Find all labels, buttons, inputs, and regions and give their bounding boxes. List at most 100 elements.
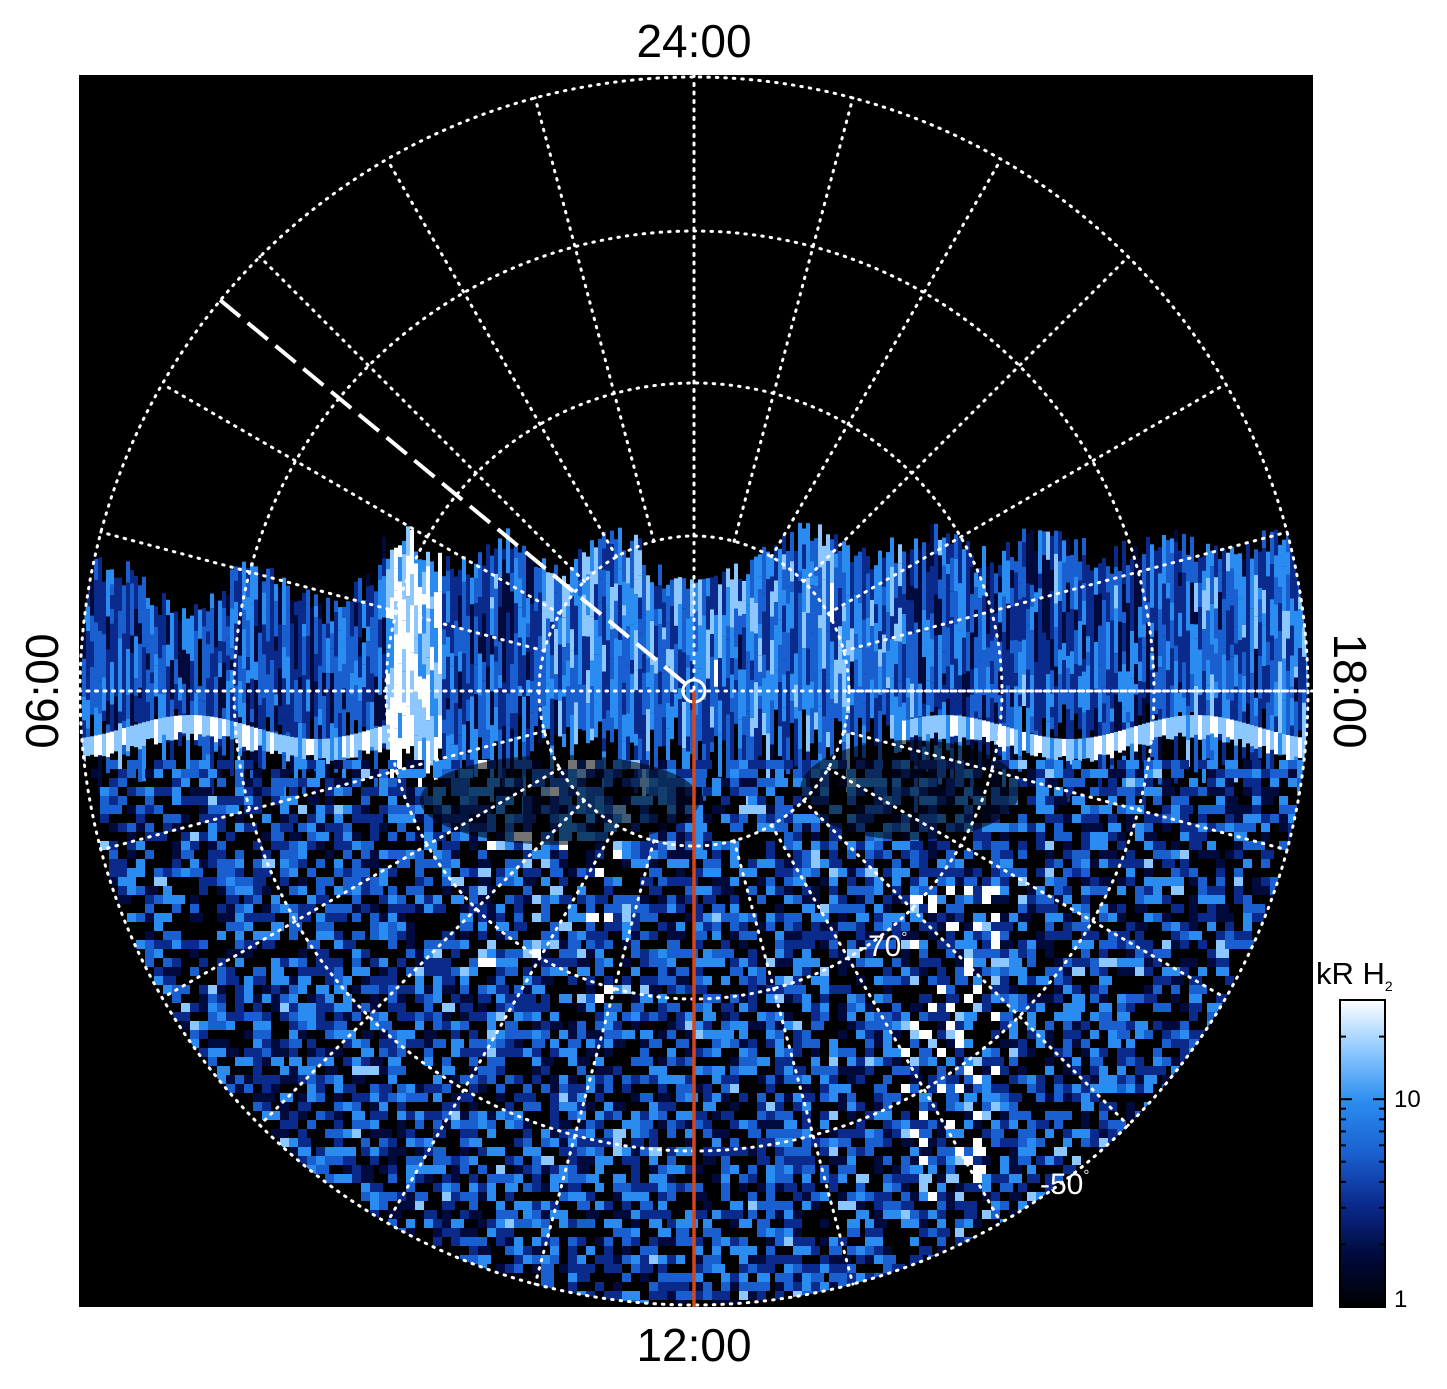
- emission-cell: [775, 1057, 784, 1066]
- emission-cell: [278, 625, 282, 669]
- emission-cell: [208, 1003, 217, 1012]
- emission-cell: [966, 596, 970, 611]
- emission-cell: [1072, 760, 1081, 769]
- emission-cell: [1238, 599, 1242, 641]
- emission-cell: [1189, 1003, 1202, 1012]
- emission-cell: [1180, 1030, 1189, 1039]
- emission-cell: [1099, 985, 1108, 994]
- emission-cell: [568, 940, 581, 949]
- emission-cell: [134, 609, 138, 636]
- emission-cell: [778, 645, 782, 671]
- emission-cell: [343, 805, 352, 814]
- emission-cell: [847, 904, 856, 913]
- emission-cell: [379, 1039, 388, 1048]
- emission-cell: [418, 559, 422, 586]
- emission-cell: [450, 734, 454, 745]
- emission-cell: [106, 733, 110, 757]
- emission-cell: [358, 701, 362, 727]
- emission-cell: [937, 895, 946, 904]
- emission-cell: [1194, 624, 1198, 638]
- emission-cell: [638, 598, 642, 619]
- emission-cell: [235, 985, 244, 994]
- emission-cell: [748, 859, 757, 868]
- emission-cell: [478, 859, 491, 868]
- emission-cell: [1081, 949, 1090, 958]
- emission-cell: [1063, 868, 1072, 877]
- emission-cell: [1135, 958, 1144, 967]
- emission-cell: [1066, 693, 1070, 710]
- emission-cell: [1098, 563, 1102, 593]
- emission-cell: [397, 895, 406, 904]
- emission-cell: [379, 1084, 392, 1093]
- emission-cell: [738, 635, 742, 670]
- emission-cell: [1180, 760, 1189, 769]
- emission-cell: [667, 832, 676, 841]
- emission-cell: [670, 692, 674, 706]
- emission-cell: [130, 570, 134, 583]
- emission-cell: [278, 588, 282, 625]
- emission-cell: [397, 1003, 406, 1012]
- emission-cell: [438, 637, 442, 675]
- emission-cell: [482, 566, 486, 614]
- emission-cell: [163, 958, 172, 967]
- emission-cell: [775, 805, 784, 814]
- emission-cell: [478, 922, 487, 931]
- emission-cell: [494, 707, 498, 741]
- emission-cell: [602, 719, 606, 739]
- emission-cell: [1234, 940, 1243, 949]
- emission-cell: [342, 664, 346, 688]
- emission-cell: [892, 1030, 901, 1039]
- emission-cell: [982, 886, 991, 895]
- emission-cell: [138, 644, 142, 688]
- emission-cell: [505, 841, 514, 850]
- emission-cell: [1050, 639, 1054, 670]
- emission-cell: [1030, 585, 1034, 606]
- emission-cell: [458, 570, 462, 596]
- emission-cell: [546, 644, 550, 685]
- emission-cell: [163, 976, 176, 985]
- emission-cell: [1189, 877, 1198, 886]
- emission-cell: [1027, 823, 1036, 832]
- emission-cell: [1090, 931, 1099, 940]
- emission-cell: [86, 700, 90, 729]
- emission-cell: [1225, 805, 1234, 814]
- emission-cell: [649, 1066, 658, 1075]
- emission-cell: [253, 796, 262, 805]
- emission-cell: [478, 985, 487, 994]
- emission-cell: [82, 659, 86, 697]
- emission-cell: [667, 760, 676, 769]
- emission-cell: [710, 742, 714, 752]
- emission-cell: [1144, 913, 1153, 922]
- emission-cell: [1010, 557, 1014, 570]
- emission-cell: [244, 985, 253, 994]
- emission-cell: [937, 1066, 946, 1075]
- emission-cell: [1022, 529, 1026, 542]
- emission-cell: [316, 841, 325, 850]
- emission-cell: [430, 716, 434, 766]
- emission-cell: [262, 1012, 271, 1021]
- emission-cell: [678, 604, 682, 650]
- emission-cell: [982, 841, 991, 850]
- emission-cell: [964, 1012, 977, 1021]
- emission-cell: [1170, 649, 1174, 686]
- emission-cell: [478, 850, 487, 859]
- emission-cell: [973, 886, 982, 895]
- emission-cell: [325, 778, 334, 787]
- emission-cell: [1216, 868, 1225, 877]
- emission-cell: [1054, 554, 1058, 604]
- emission-cell: [298, 1021, 307, 1030]
- emission-cell: [1018, 949, 1027, 958]
- emission-cell: [1034, 592, 1038, 612]
- emission-cell: [1117, 1057, 1126, 1066]
- emission-cell: [642, 731, 646, 764]
- emission-cell: [106, 570, 110, 617]
- emission-cell: [595, 1057, 604, 1066]
- emission-cell: [730, 877, 739, 886]
- emission-cell: [782, 570, 786, 590]
- emission-cell: [226, 1012, 235, 1021]
- emission-cell: [721, 796, 730, 805]
- emission-cell: [838, 1030, 847, 1039]
- emission-cell: [674, 644, 678, 694]
- emission-cell: [1198, 650, 1202, 696]
- emission-cell: [1144, 832, 1157, 841]
